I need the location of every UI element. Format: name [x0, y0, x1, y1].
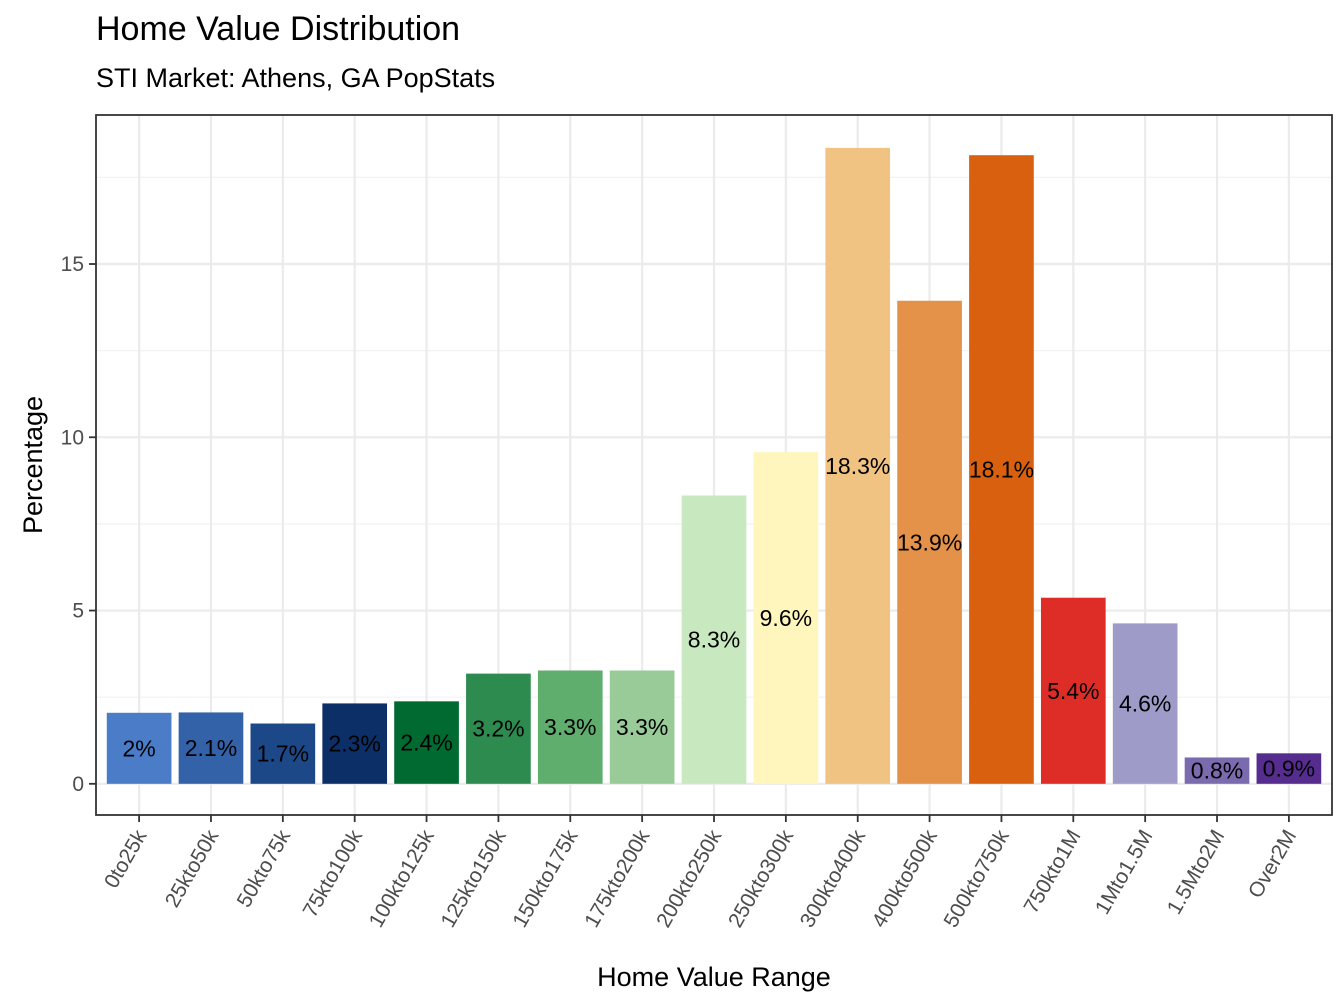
x-tick-label: 200kto250k [652, 826, 726, 932]
data-label: 3.3% [544, 714, 596, 740]
x-tick-label: 100kto125k [365, 826, 439, 932]
data-label: 9.6% [760, 605, 812, 631]
x-tick-label: 500kto750k [940, 826, 1014, 932]
chart-subtitle: STI Market: Athens, GA PopStats [96, 63, 496, 93]
data-labels: 2% 2.1% 1.7% 2.3% 2.4% 3.2% 3.3% 3.3% 8.3% 9.6% 18… [122, 453, 1315, 784]
x-tick-label: 300kto400k [796, 826, 870, 932]
x-tick-label: Over2M [1244, 826, 1301, 902]
bar [681, 495, 747, 784]
data-label: 13.9% [897, 529, 962, 555]
data-label: 2.4% [400, 730, 452, 756]
bar [394, 701, 459, 784]
bar [969, 155, 1034, 784]
data-label: 3.2% [472, 716, 524, 742]
x-tick-label: 250kto300k [724, 826, 798, 932]
data-label: 0.9% [1263, 756, 1315, 782]
x-tick-label: 25kto50k [161, 826, 224, 912]
data-label: 3.3% [616, 714, 668, 740]
y-tick-label: 15 [61, 253, 84, 276]
bar [106, 712, 172, 784]
data-label: 2% [122, 735, 155, 761]
bar [322, 703, 388, 784]
bar [250, 723, 316, 784]
data-label: 8.3% [688, 627, 740, 653]
y-axis-title: Percentage [18, 396, 48, 534]
data-label: 1.7% [257, 741, 309, 767]
bar [178, 712, 244, 784]
data-label: 0.8% [1191, 758, 1243, 784]
x-tick-label: 150kto175k [508, 826, 582, 932]
data-label: 4.6% [1119, 691, 1171, 717]
x-axis-title: Home Value Range [597, 962, 831, 992]
bar [753, 452, 819, 784]
x-tick-label: 1Mto1.5M [1091, 826, 1158, 918]
x-tick-label: 125kto150k [437, 826, 511, 932]
bar [897, 300, 962, 784]
data-label: 18.3% [825, 453, 890, 479]
x-tick-label: 750kto1M [1020, 826, 1086, 917]
data-label: 18.1% [969, 457, 1034, 483]
bar [609, 670, 675, 784]
x-tick-label: 400kto500k [868, 826, 942, 932]
bar [537, 670, 603, 784]
x-tick-label: 50kto75k [233, 826, 296, 912]
y-tick-label: 5 [72, 600, 84, 623]
data-label: 5.4% [1047, 678, 1099, 704]
y-tick-label: 10 [61, 426, 84, 449]
y-tick-label: 0 [72, 773, 84, 796]
bar [466, 673, 531, 784]
bar [825, 147, 891, 784]
bar [1184, 757, 1250, 784]
x-tick-label: 175kto200k [580, 826, 654, 932]
x-tick-label: 1.5Mto2M [1163, 826, 1230, 918]
chart-title: Home Value Distribution [96, 10, 461, 48]
bar [1256, 753, 1322, 784]
bar [1040, 597, 1106, 784]
x-tick-label: 75kto100k [299, 826, 368, 922]
data-label: 2.3% [328, 731, 380, 757]
x-tick-label: 0to25k [100, 826, 152, 893]
data-label: 2.1% [185, 735, 237, 761]
bar [1112, 623, 1178, 784]
bars [106, 147, 1322, 784]
